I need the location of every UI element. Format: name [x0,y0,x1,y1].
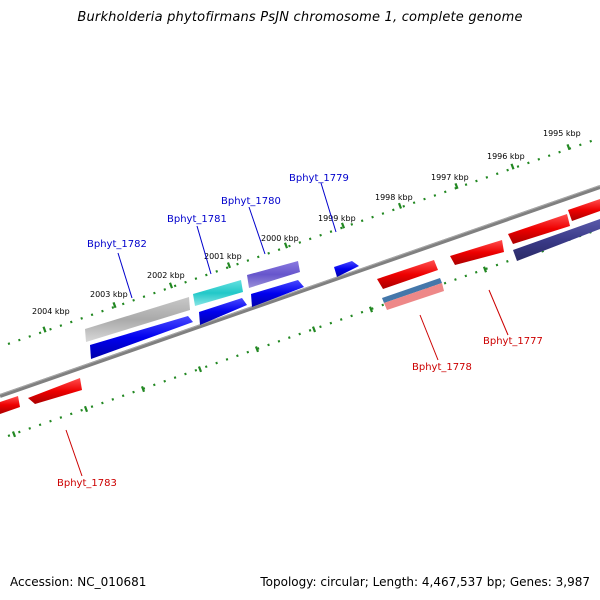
genome-summary-text: Topology: circular; Length: 4,467,537 bp… [260,575,590,589]
gene-feature-red[interactable] [568,199,600,221]
tick-label: 1995 kbp [543,129,581,138]
tick-label: 1999 kbp [318,214,356,223]
gene-feature-navy[interactable] [513,219,600,261]
tick-label: 2003 kbp [90,290,128,299]
gene-feature-blue[interactable] [90,316,193,359]
gene-label-bphyt-1779[interactable]: Bphyt_1779 [289,173,349,184]
map-title: Burkholderia phytofirmans PsJN chromosom… [77,10,523,25]
gene-feature-cyan[interactable] [193,280,243,306]
upper-major-ticks [42,144,571,333]
gene-label-bphyt-1782[interactable]: Bphyt_1782 [87,239,147,250]
gene-label-bphyt-1778[interactable]: Bphyt_1778 [412,362,472,373]
accession-text: Accession: NC_010681 [10,575,147,589]
gene-label-bphyt-1781[interactable]: Bphyt_1781 [167,214,227,225]
tick-label: 2000 kbp [261,234,299,243]
gene-label-bphyt-1780[interactable]: Bphyt_1780 [221,196,281,207]
gene-feature-blue[interactable] [334,261,359,277]
gene-feature-red[interactable] [450,240,504,265]
gene-feature-red[interactable] [28,378,82,404]
tick-label: 1998 kbp [375,193,413,202]
gene-feature-slate[interactable] [247,261,300,288]
gene-feature-steelblue[interactable] [382,278,442,303]
gene-feature-blue[interactable] [199,298,247,325]
tick-label: 1997 kbp [431,173,469,182]
gene-feature-pink[interactable] [384,283,444,310]
gene-feature-red[interactable] [508,214,570,244]
gene-label-bphyt-1777[interactable]: Bphyt_1777 [483,336,543,347]
gene-feature-red[interactable] [377,260,438,289]
tick-labels: 2004 kbp 2003 kbp 2002 kbp 2001 kbp 2000… [32,129,581,316]
gene-feature-grey[interactable] [85,297,190,342]
tick-label: 2004 kbp [32,307,70,316]
genome-backbone [0,185,600,398]
callout-lines [65,182,509,477]
tick-label: 2002 kbp [147,271,185,280]
gene-feature-red[interactable] [0,396,20,414]
tick-label: 2001 kbp [204,252,242,261]
gene-label-bphyt-1783[interactable]: Bphyt_1783 [57,478,117,489]
gene-feature-blue[interactable] [251,280,304,307]
tick-label: 1996 kbp [487,152,525,161]
